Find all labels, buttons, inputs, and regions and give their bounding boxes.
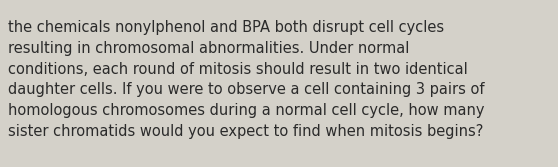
Text: the chemicals nonylphenol and BPA both disrupt cell cycles
resulting in chromoso: the chemicals nonylphenol and BPA both d…	[8, 20, 484, 139]
